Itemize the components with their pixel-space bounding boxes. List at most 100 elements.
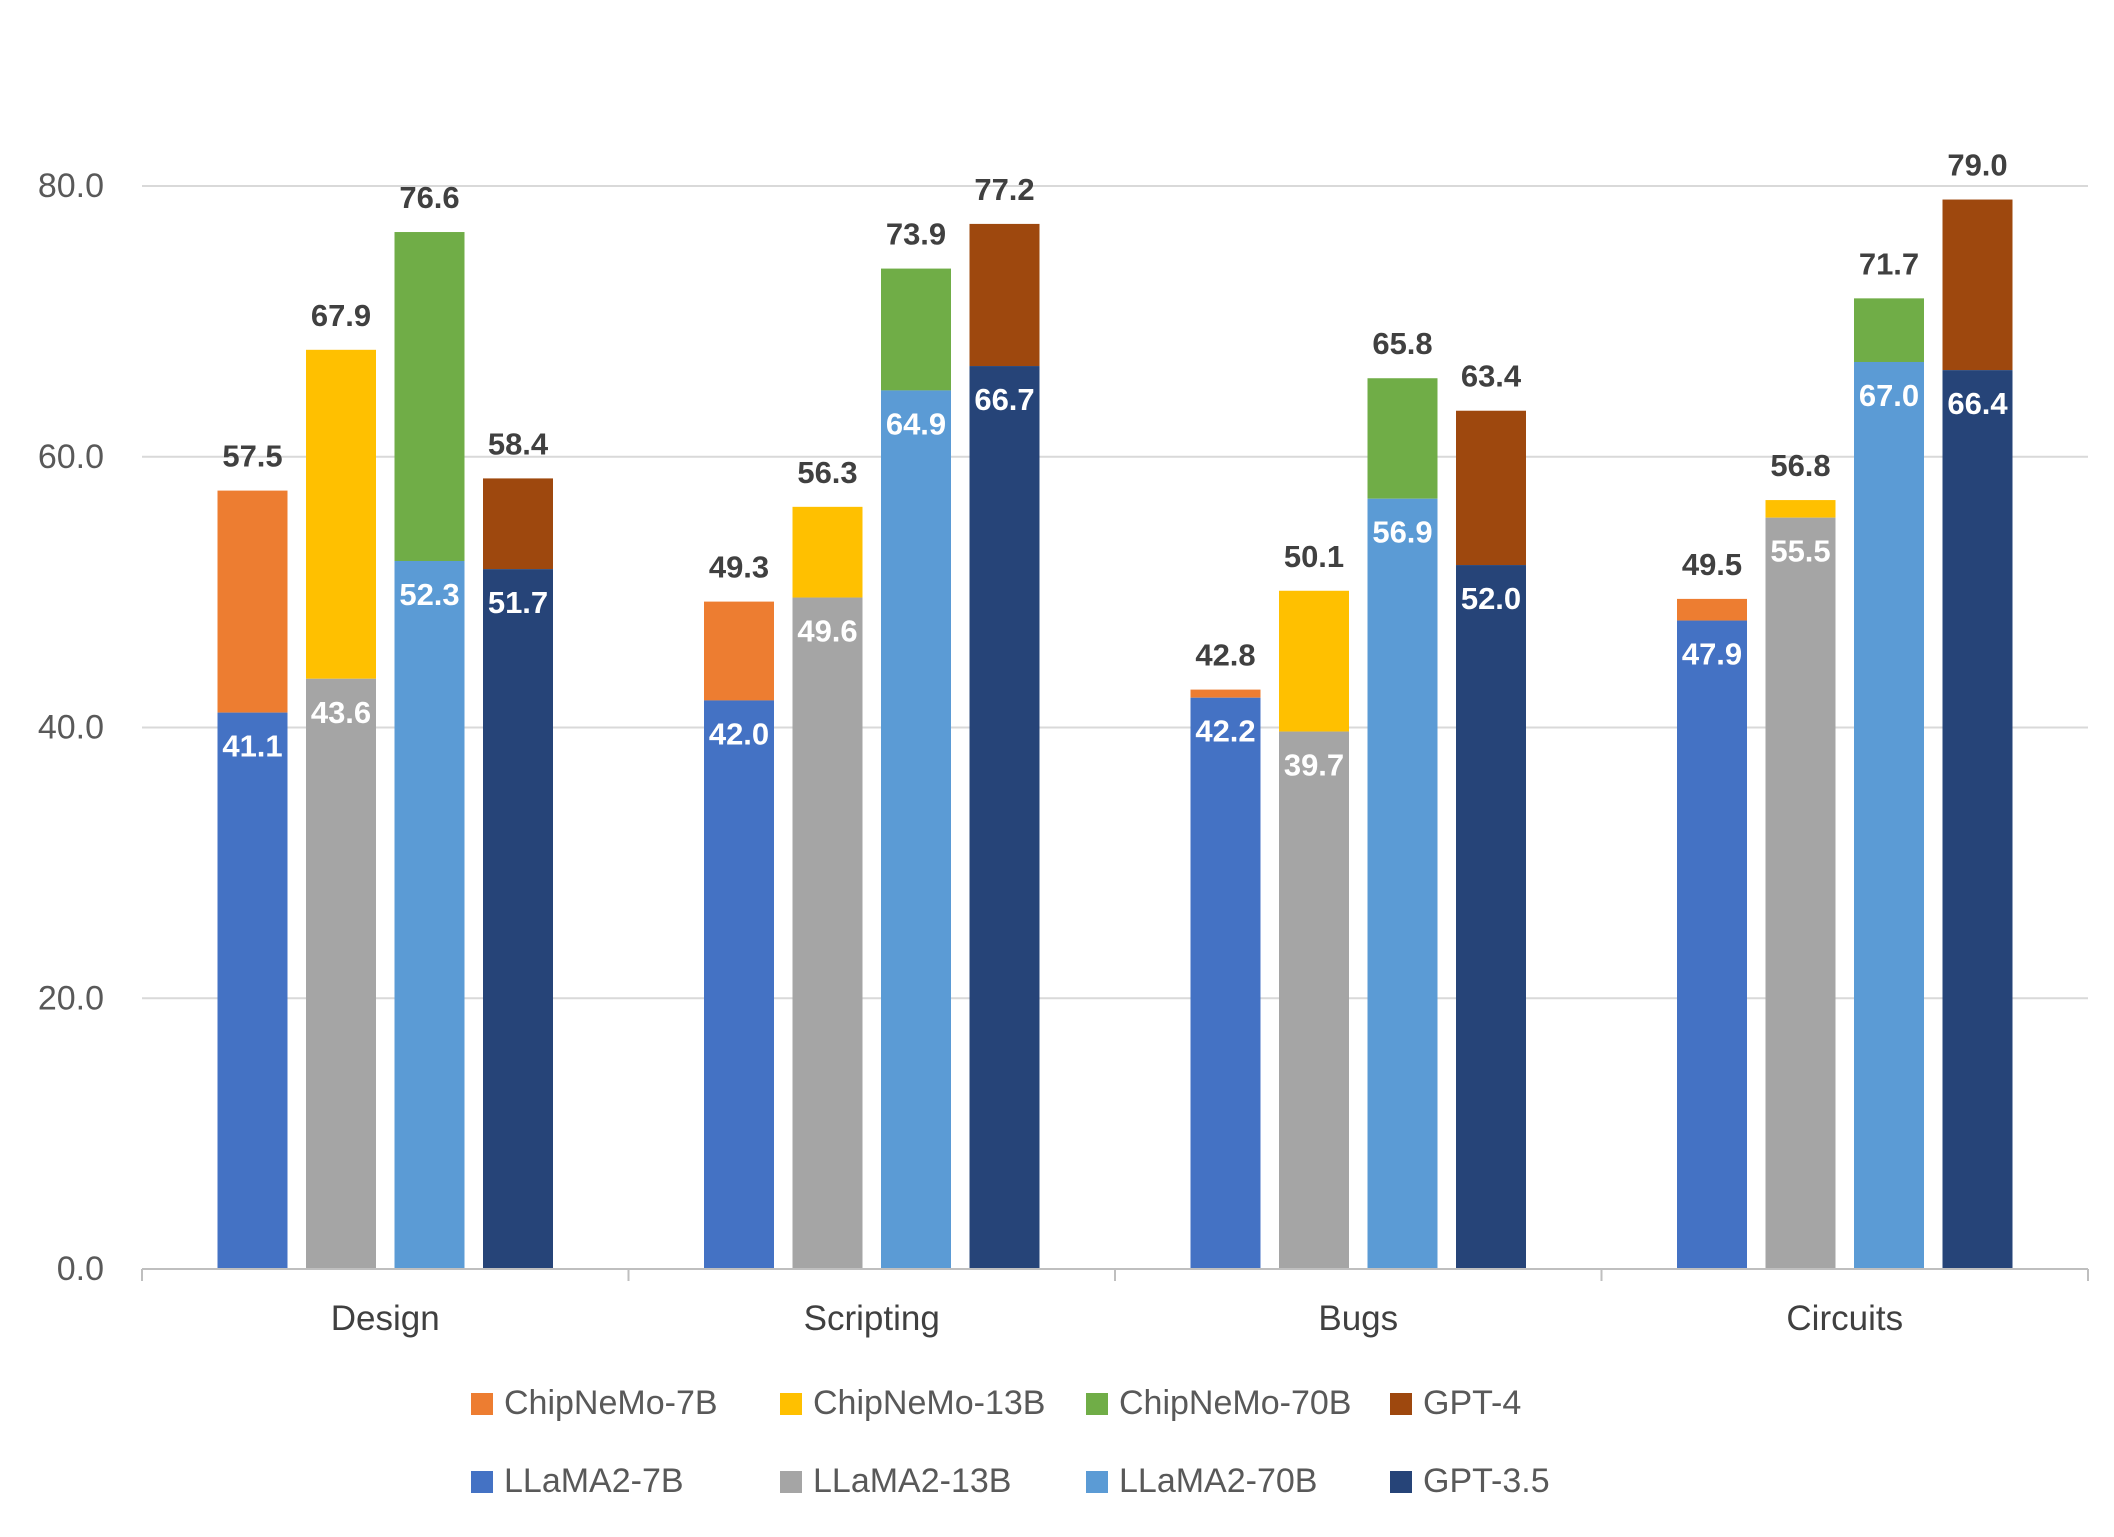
- legend-swatch: [1086, 1471, 1108, 1493]
- legend-swatch: [780, 1393, 802, 1415]
- data-label-llama2-7b: 41.1: [222, 729, 282, 764]
- y-tick-label: 20.0: [38, 979, 104, 1017]
- bar-llama2-13b: [1765, 517, 1836, 1269]
- legend-label: ChipNeMo-7B: [504, 1384, 718, 1422]
- legend: ChipNeMo-7B ChipNeMo-13B ChipNeMo-70B GPT-4…: [471, 1384, 1550, 1500]
- data-label-llama2-13b: 39.7: [1284, 748, 1344, 783]
- legend-swatch: [471, 1471, 493, 1493]
- legend-swatch: [1390, 1393, 1412, 1415]
- data-label-gpt-4: 79.0: [1947, 148, 2007, 183]
- data-label-chipnemo-70b: 76.6: [399, 180, 459, 215]
- legend-swatch: [780, 1471, 802, 1493]
- bar-gpt-3.5: [969, 366, 1040, 1270]
- data-labels: 57.5 41.1 67.9 43.6 76.6 52.3 58.4 51.7 49.3 42.0…: [222, 148, 2008, 783]
- legend-item-llama2-70b: LLaMA2-70B: [1086, 1462, 1317, 1500]
- data-label-llama2-70b: 64.9: [886, 406, 946, 441]
- bar-chipnemo-70b: [1367, 378, 1438, 499]
- bar-llama2-7b: [217, 712, 288, 1269]
- y-tick-label: 60.0: [38, 438, 104, 476]
- bar-chipnemo-7b: [217, 490, 288, 713]
- data-label-chipnemo-70b: 71.7: [1859, 246, 1919, 281]
- bar-chipnemo-70b: [1854, 298, 1924, 362]
- data-label-chipnemo-7b: 57.5: [222, 439, 282, 474]
- data-label-chipnemo-70b: 73.9: [886, 217, 946, 252]
- data-label-gpt-3.5: 66.7: [974, 382, 1034, 417]
- data-label-chipnemo-13b: 56.8: [1770, 448, 1830, 483]
- legend-label: LLaMA2-13B: [813, 1462, 1011, 1500]
- data-label-chipnemo-7b: 42.8: [1195, 638, 1255, 673]
- y-axis: 0.0 20.0 40.0 60.0 80.0: [38, 167, 104, 1288]
- bar-llama2-70b: [881, 390, 951, 1269]
- bars: [217, 199, 2013, 1270]
- bar-llama2-13b: [792, 597, 863, 1269]
- legend-label: ChipNeMo-13B: [813, 1384, 1045, 1422]
- bar-gpt-4: [969, 223, 1040, 367]
- bar-llama2-70b: [394, 560, 465, 1269]
- bar-chipnemo-70b: [881, 268, 951, 391]
- data-label-gpt-3.5: 52.0: [1461, 581, 1521, 616]
- bar-chipnemo-7b: [704, 601, 774, 701]
- bar-gpt-3.5: [1942, 370, 2013, 1269]
- bar-gpt-4: [483, 478, 553, 570]
- legend-item-gpt-3.5: GPT-3.5: [1390, 1462, 1550, 1500]
- x-category-label: Bugs: [1318, 1299, 1398, 1338]
- data-label-gpt-4: 58.4: [488, 426, 549, 461]
- x-category-label: Circuits: [1786, 1299, 1903, 1338]
- legend-item-llama2-13b: LLaMA2-13B: [780, 1462, 1011, 1500]
- bar-gpt-4: [1942, 199, 2013, 371]
- legend-item-llama2-7b: LLaMA2-7B: [471, 1462, 684, 1500]
- data-label-llama2-13b: 43.6: [311, 695, 371, 730]
- y-tick-label: 0.0: [57, 1250, 104, 1288]
- bar-llama2-7b: [1677, 620, 1747, 1269]
- legend-label: LLaMA2-70B: [1119, 1462, 1317, 1500]
- data-label-gpt-4: 63.4: [1461, 359, 1522, 394]
- data-label-llama2-7b: 47.9: [1682, 637, 1742, 672]
- data-label-chipnemo-70b: 65.8: [1372, 326, 1432, 361]
- data-label-llama2-13b: 55.5: [1770, 534, 1830, 569]
- legend-item-chipnemo-70b: ChipNeMo-70B: [1086, 1384, 1351, 1422]
- data-label-chipnemo-7b: 49.5: [1682, 547, 1742, 582]
- bar-chipnemo-70b: [394, 232, 465, 561]
- x-category-label: Scripting: [804, 1299, 940, 1338]
- data-label-llama2-7b: 42.2: [1195, 714, 1255, 749]
- bar-llama2-7b: [704, 700, 774, 1269]
- bar-llama2-7b: [1190, 697, 1261, 1269]
- legend-swatch: [1086, 1393, 1108, 1415]
- bar-chipnemo-7b: [1677, 598, 1747, 621]
- data-label-llama2-70b: 56.9: [1372, 515, 1432, 550]
- data-label-llama2-13b: 49.6: [797, 614, 857, 649]
- gridlines: [142, 185, 2088, 1000]
- data-label-chipnemo-13b: 67.9: [311, 298, 371, 333]
- bar-llama2-70b: [1367, 498, 1438, 1269]
- legend-label: LLaMA2-7B: [504, 1462, 684, 1500]
- bar-chipnemo-13b: [1765, 500, 1836, 518]
- bar-chipnemo-13b: [792, 506, 863, 598]
- legend-label: GPT-3.5: [1423, 1462, 1550, 1500]
- x-axis: Design Scripting Bugs Circuits: [141, 1268, 2089, 1338]
- data-label-chipnemo-7b: 49.3: [709, 550, 769, 585]
- data-label-llama2-70b: 52.3: [399, 577, 459, 612]
- legend-swatch: [1390, 1471, 1412, 1493]
- bar-gpt-4: [1456, 410, 1526, 566]
- legend-item-chipnemo-13b: ChipNeMo-13B: [780, 1384, 1045, 1422]
- bar-chipnemo-13b: [306, 349, 376, 679]
- legend-swatch: [471, 1393, 493, 1415]
- y-tick-label: 40.0: [38, 709, 104, 747]
- x-category-label: Design: [331, 1299, 440, 1338]
- legend-item-gpt-4: GPT-4: [1390, 1384, 1521, 1422]
- bar-chipnemo-7b: [1190, 689, 1261, 698]
- legend-label: ChipNeMo-70B: [1119, 1384, 1351, 1422]
- bar-llama2-70b: [1854, 361, 1924, 1269]
- legend-label: GPT-4: [1423, 1384, 1521, 1422]
- bar-gpt-3.5: [483, 569, 553, 1269]
- data-label-gpt-3.5: 51.7: [488, 585, 548, 620]
- data-label-chipnemo-13b: 50.1: [1284, 539, 1344, 574]
- data-label-llama2-7b: 42.0: [709, 716, 769, 751]
- legend-item-chipnemo-7b: ChipNeMo-7B: [471, 1384, 718, 1422]
- bar-llama2-13b: [306, 678, 376, 1269]
- data-label-llama2-70b: 67.0: [1859, 378, 1919, 413]
- y-tick-label: 80.0: [38, 167, 104, 205]
- bar-chipnemo-13b: [1279, 590, 1349, 732]
- bar-llama2-13b: [1279, 731, 1349, 1269]
